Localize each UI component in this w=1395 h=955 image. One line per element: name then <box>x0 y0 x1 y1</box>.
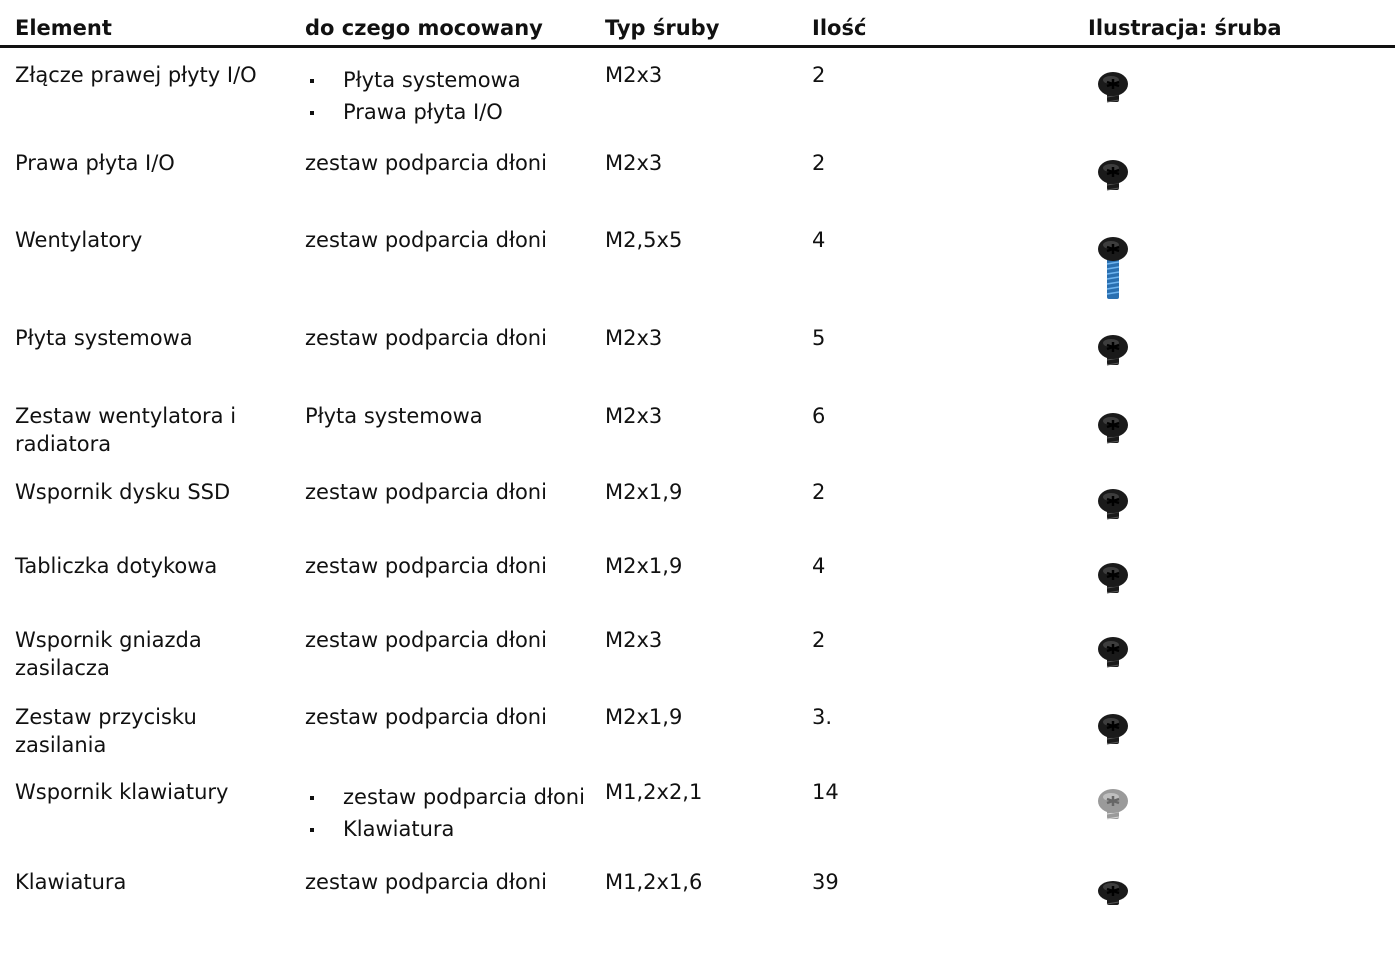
mount-item: Klawiatura <box>343 817 455 841</box>
screw-type: M2x1,9 <box>605 480 683 504</box>
screw-count: 2 <box>812 151 826 175</box>
screw-type: M2x3 <box>605 151 663 175</box>
screw-icon <box>1098 335 1128 366</box>
mount-target: zestaw podparcia dłoni <box>305 554 547 578</box>
element-name: Złącze prawej płyty I/O <box>15 63 257 87</box>
header-rule <box>0 45 1395 48</box>
screw-type: M2x3 <box>605 628 663 652</box>
list-bullet <box>310 79 314 83</box>
screw-count: 2 <box>812 480 826 504</box>
screw-icon <box>1098 881 1128 905</box>
column-header: Typ śruby <box>605 16 720 40</box>
screw-count: 4 <box>812 554 826 578</box>
screw-count: 14 <box>812 780 839 804</box>
mount-item: zestaw podparcia dłoni <box>343 785 585 809</box>
screw-icon <box>1098 563 1128 594</box>
element-name: Zestaw wentylatora i radiatora <box>15 404 237 456</box>
screw-icon <box>1098 637 1128 668</box>
mount-target: Płyta systemowa <box>305 404 483 428</box>
element-name: Wspornik gniazda zasilacza <box>15 628 202 680</box>
column-header: Element <box>15 16 112 40</box>
screw-count: 4 <box>812 228 826 252</box>
page: {"table": { "header": ["Element", "do cz… <box>0 16 1395 905</box>
element-name: Zestaw przycisku zasilania <box>15 705 197 757</box>
screw-type: M2x1,9 <box>605 705 683 729</box>
screw-type: M2x3 <box>605 326 663 350</box>
mount-target: zestaw podparcia dłoni <box>305 705 547 729</box>
screw-count: 2 <box>812 63 826 87</box>
screw-count: 3. <box>812 705 833 729</box>
list-bullet <box>310 111 314 115</box>
mount-target: zestaw podparcia dłoni <box>305 228 547 252</box>
element-name: Wspornik klawiatury <box>15 780 229 804</box>
screw-count: 39 <box>812 870 839 894</box>
screw-type: M1,2x1,6 <box>605 870 703 894</box>
screw-type: M2x3 <box>605 63 663 87</box>
mount-item: Płyta systemowa <box>343 68 521 92</box>
mount-target: zestaw podparcia dłoni <box>305 870 547 894</box>
mount-target: zestaw podparcia dłoni <box>305 151 547 175</box>
mount-target: zestaw podparcia dłoni <box>305 326 547 350</box>
list-bullet <box>310 796 314 800</box>
element-name: Płyta systemowa <box>15 326 193 350</box>
column-header: Ilustracja: śruba <box>1088 16 1282 40</box>
element-name: Prawa płyta I/O <box>15 151 175 175</box>
screw-icon <box>1098 714 1128 745</box>
column-header: do czego mocowany <box>305 16 543 40</box>
element-name: Wentylatory <box>15 228 143 252</box>
element-name: Klawiatura <box>15 870 127 894</box>
screw-icon <box>1098 413 1128 444</box>
screw-icon <box>1098 72 1128 103</box>
screw-icon <box>1098 237 1128 299</box>
screw-type: M2,5x5 <box>605 228 683 252</box>
mount-target: zestaw podparcia dłoni <box>305 480 547 504</box>
mount-item: Prawa płyta I/O <box>343 100 503 124</box>
screw-count: 2 <box>812 628 826 652</box>
element-name: Tabliczka dotykowa <box>15 554 218 578</box>
screw-type: M2x3 <box>605 404 663 428</box>
mount-target: zestaw podparcia dłoni <box>305 628 547 652</box>
element-name: Wspornik dysku SSD <box>15 480 231 504</box>
screw-icon <box>1098 789 1128 820</box>
column-header: Ilość <box>812 16 867 40</box>
screw-type: M1,2x2,1 <box>605 780 703 804</box>
screw-count: 6 <box>812 404 826 428</box>
list-bullet <box>310 828 314 832</box>
screw-type: M2x1,9 <box>605 554 683 578</box>
screw-icon <box>1098 160 1128 191</box>
screw-icon <box>1098 489 1128 520</box>
screw-count: 5 <box>812 326 826 350</box>
